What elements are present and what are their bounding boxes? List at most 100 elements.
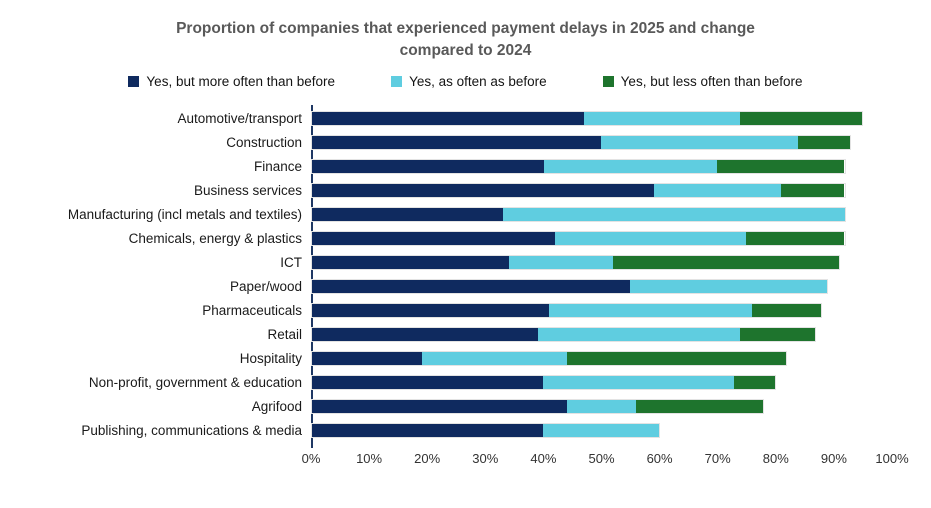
bar-segment: [312, 327, 538, 341]
x-axis-tick-label: 60%: [646, 451, 673, 467]
bar-segment: [549, 303, 752, 317]
bar-track: [311, 302, 892, 318]
stacked-bar: [311, 398, 765, 414]
stacked-bar: [311, 134, 852, 150]
bar-track: [311, 350, 892, 366]
bar-segment: [312, 279, 631, 293]
bar-segment: [746, 231, 845, 245]
bar-track: [311, 182, 892, 198]
bar-segment: [312, 375, 544, 389]
category-label: Finance: [253, 158, 302, 174]
bar-segment: [312, 231, 556, 245]
bar-segment: [717, 159, 845, 173]
legend-label: Yes, as often as before: [409, 74, 547, 90]
bar-segment: [798, 135, 851, 149]
bar-segment: [630, 279, 828, 293]
bar-segment: [734, 375, 775, 389]
bar-segment: [740, 111, 862, 125]
x-axis-tick-label: 50%: [588, 451, 615, 467]
category-label: ICT: [280, 254, 302, 270]
legend-item: Yes, as often as before: [391, 74, 547, 89]
stacked-bar: [311, 182, 846, 198]
x-axis-tick-label: 70%: [704, 451, 731, 467]
stacked-bar: [311, 302, 823, 318]
bar-row: Retail: [0, 322, 931, 346]
bar-row: Pharmaceuticals: [0, 298, 931, 322]
bar-track: [311, 158, 892, 174]
bar-track: [311, 326, 892, 342]
bar-row: Construction: [0, 130, 931, 154]
x-axis-tick-label: 80%: [762, 451, 789, 467]
bar-segment: [566, 399, 636, 413]
bar-track: [311, 374, 892, 390]
legend-swatch-icon: [128, 76, 140, 88]
bar-segment: [312, 135, 602, 149]
stacked-bar: [311, 350, 788, 366]
bar-segment: [543, 423, 659, 437]
category-label: Automotive/transport: [177, 110, 302, 126]
bar-segment: [543, 159, 718, 173]
x-axis: 0% 10% 20% 30% 40% 50% 60% 70% 80% 90% 100%: [302, 442, 909, 468]
bar-row: Paper/wood: [0, 274, 931, 298]
bar-segment: [312, 399, 567, 413]
bar-track: [311, 398, 892, 414]
bar-segment: [584, 111, 741, 125]
bar-segment: [312, 423, 544, 437]
x-axis-tick-label: 100%: [875, 451, 909, 467]
bar-track: [311, 254, 892, 270]
category-label: Non-profit, government & education: [88, 374, 302, 390]
bar-segment: [312, 303, 550, 317]
legend-label: Yes, but less often than before: [620, 74, 803, 90]
bar-segment: [503, 207, 845, 221]
bar-segment: [312, 183, 654, 197]
bar-segment: [612, 255, 839, 269]
bar-row: Chemicals, energy & plastics: [0, 226, 931, 250]
bar-segment: [635, 399, 764, 413]
y-axis-line: [311, 105, 313, 449]
plot-area: Automotive/transport Construction Finance B…: [0, 105, 931, 468]
bar-segment: [555, 231, 747, 245]
legend-label: Yes, but more often than before: [146, 74, 336, 90]
stacked-bar: [311, 230, 846, 246]
x-axis-tick-label: 90%: [820, 451, 847, 467]
stacked-bar: [311, 110, 863, 126]
category-label: Construction: [226, 134, 302, 150]
bar-segment: [566, 351, 787, 365]
legend-swatch-icon: [391, 76, 403, 88]
x-axis-tick-label: 10%: [356, 451, 383, 467]
stacked-bar: [311, 206, 846, 222]
plot-rows: Automotive/transport Construction Finance B…: [0, 105, 931, 449]
x-axis-tick-label: 20%: [414, 451, 441, 467]
stacked-bar: [311, 278, 829, 294]
chart-title-line1: Proportion of companies that experienced…: [176, 20, 755, 37]
bar-segment: [537, 327, 741, 341]
bar-segment: [312, 111, 585, 125]
category-label: Agrifood: [251, 398, 302, 414]
bar-row: Automotive/transport: [0, 106, 931, 130]
bar-track: [311, 134, 892, 150]
legend-item: Yes, but less often than before: [602, 74, 803, 90]
legend-swatch-icon: [602, 76, 614, 88]
bar-segment: [601, 135, 799, 149]
bar-segment: [312, 159, 544, 173]
bar-segment: [740, 327, 816, 341]
category-label: Business services: [193, 182, 302, 198]
bar-track: [311, 278, 892, 294]
bar-track: [311, 110, 892, 126]
category-label: Retail: [267, 326, 302, 342]
bar-segment: [543, 375, 735, 389]
stacked-bar: [311, 158, 846, 174]
bar-segment: [508, 255, 613, 269]
bar-segment: [312, 255, 509, 269]
x-axis-tick-label: 40%: [530, 451, 557, 467]
bar-track: [311, 422, 892, 438]
x-axis-tick-label: 30%: [472, 451, 499, 467]
stacked-bar: [311, 326, 817, 342]
category-label: Pharmaceuticals: [202, 302, 302, 318]
bar-row: ICT: [0, 250, 931, 274]
bar-row: Publishing, communications & media: [0, 418, 931, 442]
chart-title: Proportion of companies that experienced…: [106, 18, 826, 61]
category-label: Hospitality: [239, 350, 302, 366]
bar-row: Business services: [0, 178, 931, 202]
